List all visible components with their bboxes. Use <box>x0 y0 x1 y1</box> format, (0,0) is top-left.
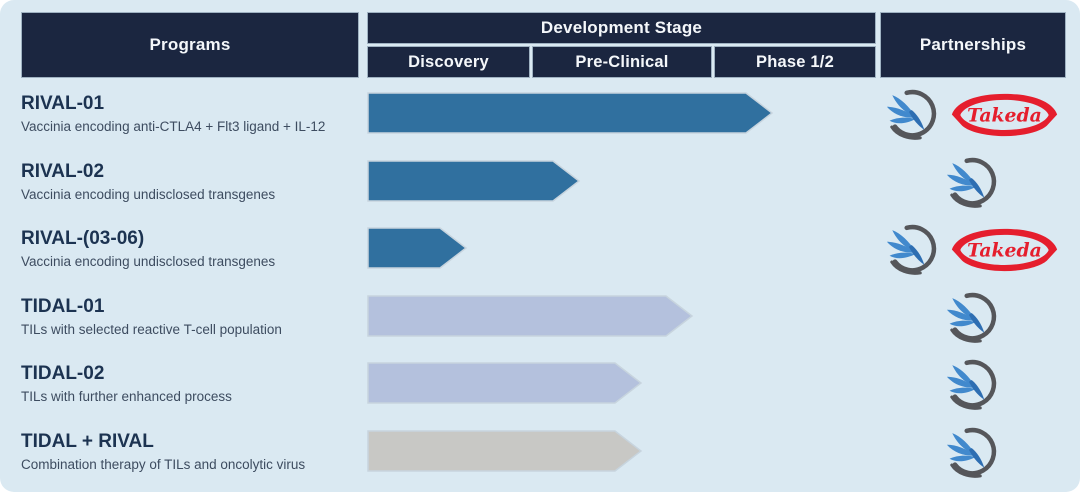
partnership-logos <box>880 157 1066 208</box>
company-bird-logo-icon <box>946 427 997 478</box>
stage-subheaders: Discovery Pre-Clinical Phase 1/2 <box>367 46 876 78</box>
program-description: TILs with selected reactive T-cell popul… <box>21 322 282 337</box>
company-bird-logo-icon <box>946 359 997 410</box>
svg-text:Takeda: Takeda <box>967 239 1042 261</box>
stage-progress-cell <box>367 160 876 204</box>
program-description: Vaccinia encoding undisclosed transgenes <box>21 187 276 202</box>
progress-bar <box>367 227 468 269</box>
program-row: TIDAL-02 TILs with further enhanced proce… <box>0 359 1080 418</box>
program-row: RIVAL-01 Vaccinia encoding anti-CTLA4 + F… <box>0 89 1080 148</box>
stage-progress-cell <box>367 430 876 474</box>
company-bird-logo-icon <box>886 224 936 275</box>
svg-text:Takeda: Takeda <box>967 104 1042 126</box>
company-bird-logo-icon <box>886 89 936 140</box>
program-row: TIDAL-01 TILs with selected reactive T-ce… <box>0 292 1080 351</box>
development-stage-header-group: Development Stage Discovery Pre-Clinical… <box>367 12 876 78</box>
progress-bar <box>367 362 643 404</box>
partnership-logos: Takeda <box>880 224 1066 275</box>
partnership-logos <box>880 359 1066 410</box>
program-description: Vaccinia encoding anti-CTLA4 + Flt3 liga… <box>21 119 326 134</box>
stage-progress-cell <box>367 362 876 406</box>
program-label-block: TIDAL + RIVAL Combination therapy of TILs… <box>21 431 356 473</box>
progress-bar <box>367 92 774 134</box>
program-description: Vaccinia encoding undisclosed transgenes <box>21 254 276 269</box>
program-row: RIVAL-(03-06) Vaccinia encoding undisclos… <box>0 224 1080 283</box>
stage-progress-cell <box>367 227 876 271</box>
program-name: TIDAL-02 <box>21 363 105 384</box>
progress-bar <box>367 295 694 337</box>
program-name: RIVAL-(03-06) <box>21 228 145 249</box>
stage-progress-cell <box>367 295 876 339</box>
program-description: TILs with further enhanced process <box>21 389 232 404</box>
program-name: RIVAL-02 <box>21 161 105 182</box>
company-bird-logo-icon <box>946 292 997 343</box>
program-label-block: RIVAL-(03-06) Vaccinia encoding undisclos… <box>21 228 356 270</box>
program-description: Combination therapy of TILs and oncolyti… <box>21 457 306 472</box>
program-row: TIDAL + RIVAL Combination therapy of TILs… <box>0 427 1080 486</box>
partnership-logos: Takeda <box>880 89 1066 140</box>
stage-progress-cell <box>367 92 876 136</box>
partnership-logos <box>880 427 1066 478</box>
partnerships-header: Partnerships <box>880 12 1066 78</box>
program-name: RIVAL-01 <box>21 93 105 114</box>
progress-bar <box>367 430 643 472</box>
stage-header-preclinical: Pre-Clinical <box>532 46 712 78</box>
stage-header-phase12: Phase 1/2 <box>714 46 876 78</box>
program-name: TIDAL + RIVAL <box>21 431 154 452</box>
program-name: TIDAL-01 <box>21 296 105 317</box>
takeda-logo-icon: Takeda <box>951 228 1057 271</box>
program-label-block: TIDAL-01 TILs with selected reactive T-ce… <box>21 296 356 338</box>
takeda-logo-icon: Takeda <box>951 93 1057 136</box>
development-stage-header: Development Stage <box>367 12 876 44</box>
program-label-block: RIVAL-02 Vaccinia encoding undisclosed tr… <box>21 161 356 203</box>
company-bird-logo-icon <box>946 157 997 208</box>
partnership-logos <box>880 292 1066 343</box>
program-rows: RIVAL-01 Vaccinia encoding anti-CTLA4 + F… <box>0 85 1080 492</box>
program-label-block: RIVAL-01 Vaccinia encoding anti-CTLA4 + F… <box>21 93 356 135</box>
stage-header-discovery: Discovery <box>367 46 530 78</box>
program-row: RIVAL-02 Vaccinia encoding undisclosed tr… <box>0 157 1080 216</box>
program-label-block: TIDAL-02 TILs with further enhanced proce… <box>21 363 356 405</box>
progress-bar <box>367 160 581 202</box>
programs-header: Programs <box>21 12 359 78</box>
